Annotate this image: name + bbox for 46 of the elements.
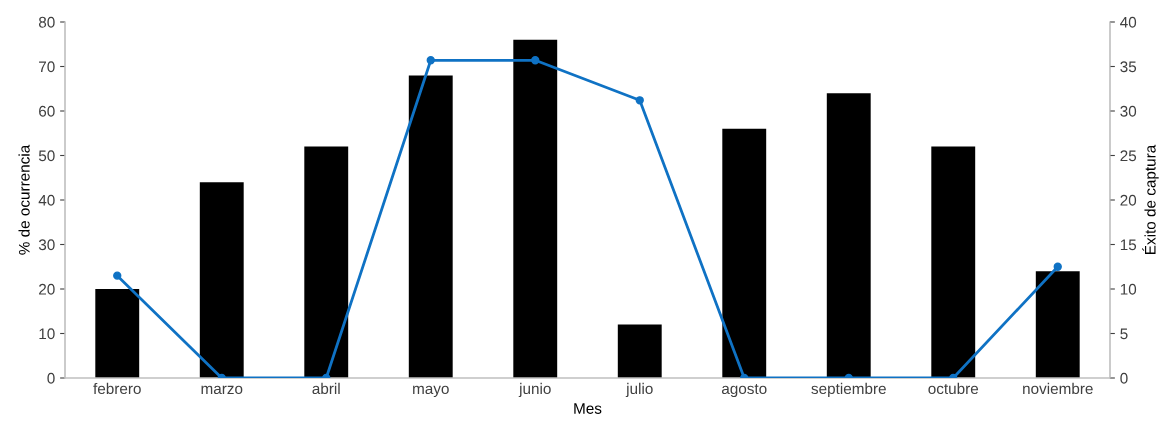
- point: [113, 271, 122, 280]
- y2-axis-title: Éxito de captura: [1142, 144, 1159, 254]
- x-tick-label: septiembre: [811, 382, 886, 398]
- point: [1053, 262, 1062, 271]
- x-tick-label: marzo: [201, 385, 243, 395]
- y-tick-label: 0: [47, 372, 55, 384]
- bar: [931, 146, 976, 378]
- x-tick-label: octubre: [928, 382, 979, 395]
- y-tick-label: 80: [38, 16, 55, 28]
- y-tick-label: 30: [38, 239, 55, 251]
- bar: [95, 289, 140, 378]
- bar: [408, 75, 453, 378]
- point: [426, 56, 435, 65]
- x-tick-label: agosto: [721, 384, 767, 398]
- y-tick-label: 50: [38, 150, 55, 162]
- y2-tick-label: 20: [1120, 194, 1137, 206]
- bar: [826, 93, 871, 378]
- y-tick-label: 10: [39, 328, 55, 340]
- y2-tick-label: 25: [1120, 150, 1137, 162]
- y2-tick-label: 0: [1120, 372, 1128, 384]
- x-tick-label: abril: [312, 382, 340, 395]
- y-tick-label: 40: [38, 194, 55, 206]
- bar: [304, 146, 349, 378]
- bar: [1035, 271, 1080, 378]
- y-tick-label: 20: [39, 283, 55, 295]
- y2-tick-label: 5: [1120, 328, 1128, 340]
- y2-tick-label: 30: [1120, 105, 1137, 117]
- y2-tick-label: 35: [1120, 61, 1137, 73]
- x-tick-label: mayo: [413, 385, 449, 398]
- bar: [617, 324, 662, 378]
- y2-tick-label: 40: [1120, 16, 1137, 28]
- bar: [513, 39, 558, 378]
- point: [531, 56, 540, 65]
- x-axis-title: Mes: [574, 403, 602, 414]
- x-tick-label: julio: [625, 382, 653, 398]
- y-axis-title: % de ocurrencia: [18, 144, 30, 255]
- x-tick-label: febrero: [93, 382, 141, 395]
- bar: [199, 182, 244, 378]
- y-tick-label: 60: [39, 105, 55, 117]
- x-tick-label: junio: [518, 382, 551, 398]
- x-tick-label: noviembre: [1023, 382, 1093, 395]
- y-tick-label: 70: [39, 61, 55, 73]
- y2-tick-label: 15: [1120, 239, 1137, 251]
- bar: [722, 128, 767, 378]
- y2-tick-label: 10: [1120, 283, 1137, 295]
- point: [635, 96, 644, 105]
